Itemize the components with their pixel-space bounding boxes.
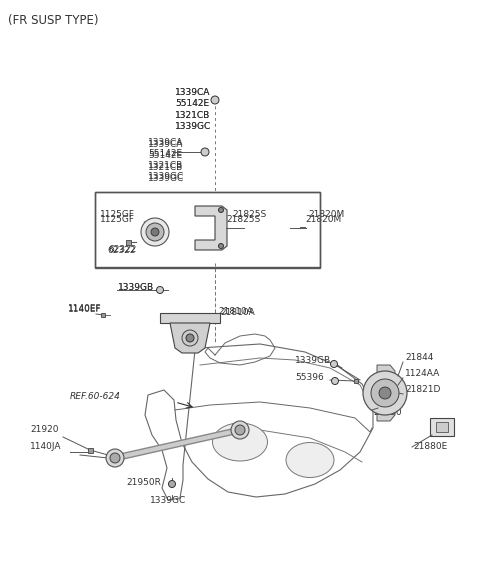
Text: 21825S: 21825S (226, 215, 260, 224)
Text: 1140EF: 1140EF (68, 305, 102, 314)
Circle shape (211, 96, 219, 104)
Text: 1339GC: 1339GC (150, 496, 186, 505)
Text: 21820M: 21820M (308, 210, 344, 219)
Circle shape (201, 148, 209, 156)
Bar (354, 379, 358, 383)
Text: 21825S: 21825S (232, 210, 266, 219)
Circle shape (151, 228, 159, 236)
Circle shape (110, 453, 120, 463)
Circle shape (332, 377, 338, 385)
Text: 62322: 62322 (108, 245, 136, 254)
Polygon shape (170, 323, 210, 353)
Text: 1339CA
55142E
1321CB
1339GC: 1339CA 55142E 1321CB 1339GC (175, 88, 211, 131)
Text: 1339CA
55142E
1321CB
1339GC: 1339CA 55142E 1321CB 1339GC (175, 88, 211, 131)
Circle shape (231, 421, 249, 439)
Ellipse shape (286, 442, 334, 478)
Text: 1125GF: 1125GF (100, 215, 135, 224)
Bar (95, 192, 320, 268)
Circle shape (371, 379, 399, 407)
Polygon shape (377, 365, 395, 421)
Circle shape (235, 425, 245, 435)
Polygon shape (195, 206, 227, 250)
Circle shape (186, 334, 194, 342)
Text: 1140JA: 1140JA (30, 442, 61, 451)
Bar (160, 313, 220, 323)
Text: 21920: 21920 (30, 425, 59, 434)
Text: 1339CA
55142E
1321CB
1339GC: 1339CA 55142E 1321CB 1339GC (148, 138, 184, 181)
Bar (87, 448, 93, 453)
Ellipse shape (213, 423, 267, 461)
Circle shape (156, 286, 164, 294)
Circle shape (379, 387, 391, 399)
Bar (125, 240, 131, 244)
Circle shape (146, 223, 164, 241)
Text: 55396: 55396 (295, 373, 324, 382)
Text: (FR SUSP TYPE): (FR SUSP TYPE) (8, 14, 98, 27)
Text: 1339CA
55142E
1321CB
1339GC: 1339CA 55142E 1321CB 1339GC (148, 140, 184, 183)
Text: 62322: 62322 (107, 246, 135, 255)
Text: 21810A: 21810A (220, 308, 255, 317)
Bar (436, 422, 448, 432)
Text: 1339GB: 1339GB (118, 283, 154, 292)
Circle shape (106, 449, 124, 467)
Text: 1124AA: 1124AA (405, 369, 440, 378)
Circle shape (168, 480, 176, 487)
Text: 21821D: 21821D (405, 385, 440, 394)
Text: 21880E: 21880E (413, 442, 447, 451)
Text: 1339GB: 1339GB (295, 356, 331, 365)
Text: 21820M: 21820M (305, 215, 341, 224)
Circle shape (331, 361, 337, 367)
Text: 21810A: 21810A (218, 307, 253, 316)
Bar (430, 418, 454, 436)
Circle shape (218, 244, 224, 248)
Text: 21950R: 21950R (126, 478, 161, 487)
Circle shape (182, 330, 198, 346)
Text: 21830: 21830 (373, 408, 402, 417)
Text: 1125GF: 1125GF (100, 210, 135, 219)
Text: 21844: 21844 (405, 353, 433, 362)
Circle shape (141, 218, 169, 246)
Text: REF.60-624: REF.60-624 (70, 392, 121, 401)
Text: 1140EF: 1140EF (68, 304, 102, 313)
Bar (95, 192, 320, 267)
Circle shape (363, 371, 407, 415)
Circle shape (218, 207, 224, 213)
Text: 1339GB: 1339GB (118, 283, 154, 292)
Bar (101, 313, 105, 317)
